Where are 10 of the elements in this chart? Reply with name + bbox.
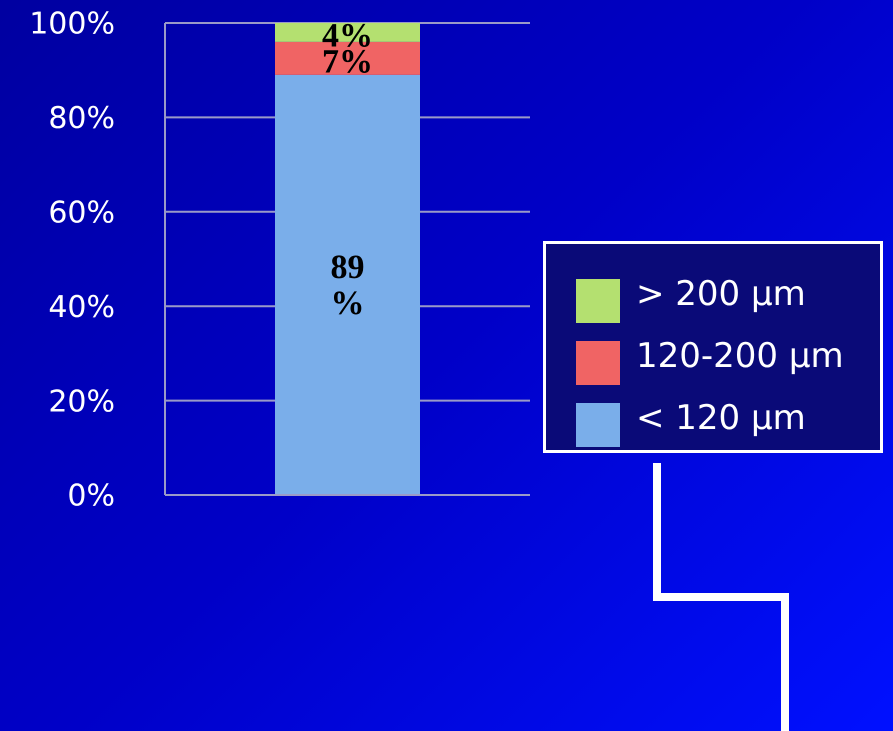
y-tick-label: 100%	[29, 6, 115, 42]
y-tick-label: 20%	[48, 384, 115, 420]
legend-label: < 120 µm	[636, 398, 806, 438]
y-tick-label: 80%	[48, 101, 115, 136]
y-tick-label: 60%	[48, 195, 115, 230]
y-tick-label: 0%	[67, 478, 115, 514]
y-tick-label: 40%	[48, 290, 115, 325]
legend-label: 120-200 µm	[636, 336, 844, 376]
legend-label: > 200 µm	[636, 274, 806, 314]
data-label: 89 %	[330, 248, 364, 322]
